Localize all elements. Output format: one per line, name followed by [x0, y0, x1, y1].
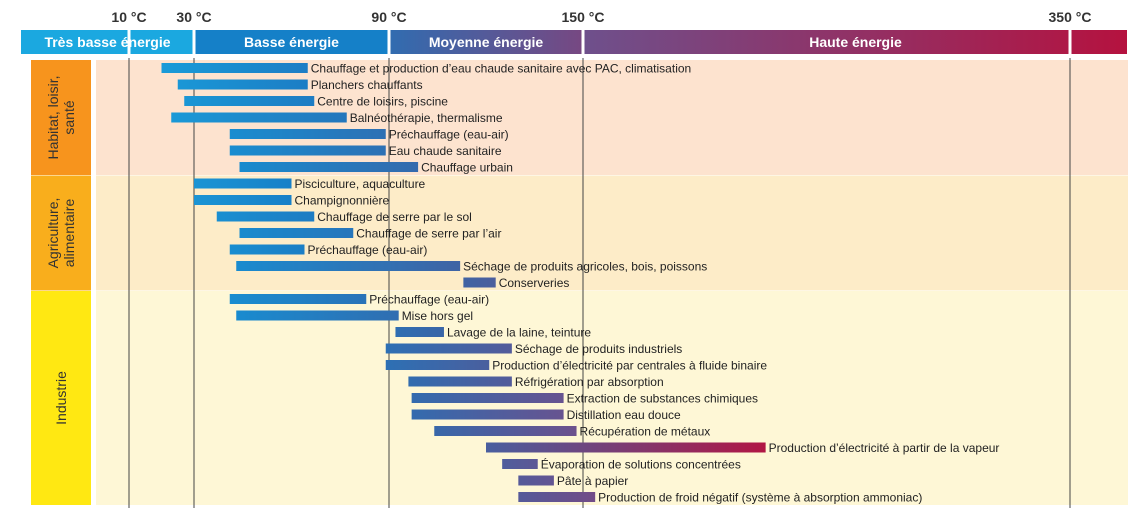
range-bar — [229, 129, 386, 139]
energy-band — [21, 30, 193, 54]
range-bar — [194, 195, 292, 205]
range-bar — [486, 442, 766, 453]
range-bar-label: Chauffage de serre par l’air — [356, 227, 501, 241]
range-bar — [177, 79, 308, 90]
range-bar-label: Récupération de métaux — [580, 425, 711, 439]
range-bar — [239, 162, 419, 172]
range-bar — [385, 343, 512, 354]
range-bar-label: Centre de loisirs, piscine — [317, 95, 448, 109]
range-bar-label: Extraction de substances chimiques — [567, 392, 758, 406]
range-bar-label: Préchauffage (eau-air) — [389, 128, 509, 142]
range-bar — [216, 211, 315, 222]
range-bar — [434, 426, 577, 436]
range-bar-label: Distillation eau douce — [567, 408, 681, 422]
range-bar-label: Chauffage urbain — [421, 161, 513, 175]
energy-band — [390, 30, 582, 54]
energy-band-label: Haute énergie — [809, 34, 902, 50]
range-bar-label: Mise hors gel — [402, 309, 473, 323]
range-bar-label: Production de froid négatif (système à a… — [598, 491, 922, 505]
range-bar — [518, 475, 554, 486]
range-bar — [171, 112, 347, 123]
sector-label: Habitat, loisir, — [45, 75, 61, 159]
range-bar-label: Eau chaude sanitaire — [389, 144, 502, 158]
range-bar — [194, 178, 292, 189]
range-bar-label: Chauffage de serre par le sol — [317, 210, 472, 224]
sector-label: santé — [61, 100, 77, 134]
energy-band-label: Basse énergie — [244, 34, 339, 50]
sector-label: alimentaire — [61, 199, 77, 268]
range-bar-label: Lavage de la laine, teinture — [447, 326, 591, 340]
range-bar — [385, 360, 490, 370]
sector-label-box — [31, 291, 91, 505]
range-bar-label: Pâte à papier — [557, 474, 628, 488]
range-bar — [229, 145, 386, 156]
range-bar — [239, 228, 354, 238]
range-bar — [236, 310, 399, 321]
range-bar-label: Préchauffage (eau-air) — [308, 243, 428, 257]
range-bar — [408, 376, 512, 387]
range-bar-label: Réfrigération par absorption — [515, 375, 664, 389]
temperature-marker-label: 150 °C — [562, 9, 605, 25]
range-bar-label: Champignonnière — [295, 194, 390, 208]
sector-label: Agriculture, — [45, 198, 61, 269]
range-bar — [395, 327, 444, 337]
range-bar — [411, 393, 564, 403]
range-bar-label: Préchauffage (eau-air) — [369, 293, 489, 307]
range-bar — [411, 409, 564, 420]
range-bar-label: Chauffage et production d’eau chaude san… — [311, 62, 691, 76]
range-bar-label: Planchers chauffants — [311, 78, 423, 92]
energy-band — [584, 30, 1127, 54]
range-bar — [184, 96, 315, 106]
range-bar-label: Balnéothérapie, thermalisme — [350, 111, 503, 125]
range-bar — [161, 63, 308, 73]
sector-label-box — [31, 175, 91, 291]
range-bar — [236, 261, 461, 271]
range-bar-label: Production d’électricité par centrales à… — [492, 359, 767, 373]
range-bar — [229, 294, 367, 304]
temperature-marker-label: 350 °C — [1049, 9, 1092, 25]
temperature-marker-label: 90 °C — [371, 9, 406, 25]
energy-band — [195, 30, 388, 54]
range-bar — [502, 459, 538, 469]
range-bar-label: Production d’électricité à partir de la … — [769, 441, 1000, 455]
sector-background — [96, 291, 1128, 505]
range-bar-label: Séchage de produits industriels — [515, 342, 682, 356]
temperature-marker-label: 30 °C — [176, 9, 211, 25]
range-bar-label: Évaporation de solutions concentrées — [541, 457, 741, 472]
range-bar-label: Séchage de produits agricoles, bois, poi… — [463, 260, 707, 274]
sector-label-box — [31, 60, 91, 175]
energy-band-label: Très basse énergie — [44, 34, 170, 50]
range-bar — [463, 277, 496, 288]
energy-band-label: Moyenne énergie — [429, 34, 544, 50]
range-bar-label: Pisciculture, aquaculture — [295, 177, 426, 191]
range-bar — [229, 244, 305, 255]
range-bar-label: Conserveries — [499, 276, 570, 290]
range-bar — [518, 492, 596, 502]
temperature-marker-label: 10 °C — [111, 9, 146, 25]
sector-label: Industrie — [53, 371, 69, 425]
